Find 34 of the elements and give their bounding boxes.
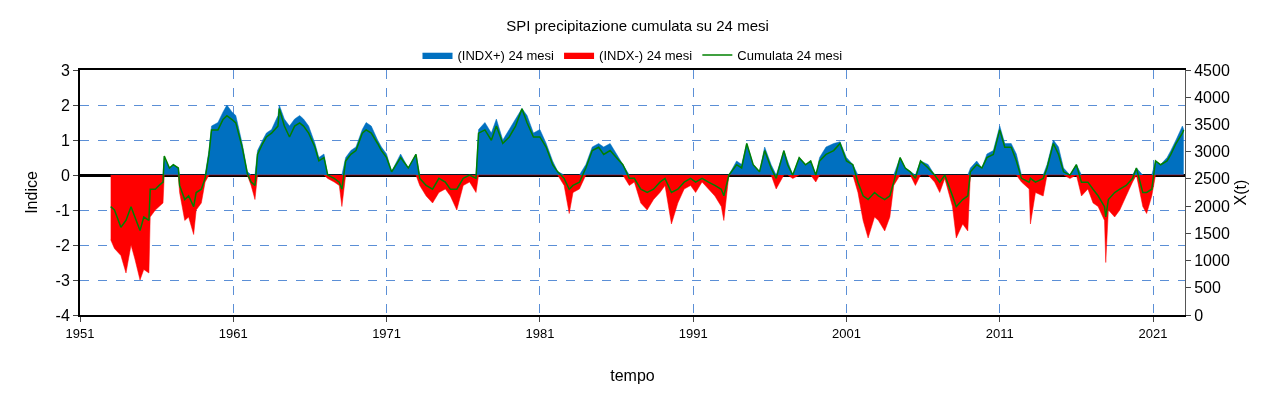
y-tick-label: -4: [55, 306, 70, 324]
x-axis-title: tempo: [610, 366, 655, 384]
y2-tick-label: 2000: [1194, 197, 1230, 215]
x-tick-label: 2021: [1138, 325, 1168, 341]
legend-label: Cumulata 24 mesi: [737, 48, 843, 64]
legend-label: (INDX+) 24 mesi: [457, 48, 555, 64]
y-tick-label: -1: [55, 201, 70, 219]
x-tick-label: 1961: [218, 325, 248, 341]
y-tick-label: 0: [60, 166, 70, 184]
y2-tick-label: 2500: [1194, 170, 1230, 188]
y-tick-label: -2: [55, 236, 70, 254]
x-tick-label: 1971: [372, 325, 402, 341]
legend-label: (INDX-) 24 mesi: [599, 48, 693, 64]
chart-title: SPI precipitazione cumulata su 24 mesi: [506, 16, 769, 34]
x-tick-label: 1951: [65, 325, 95, 341]
y2-tick-label: 1500: [1194, 224, 1230, 242]
y-tick-label: -3: [55, 271, 70, 289]
y-tick-label: 3: [60, 61, 70, 79]
x-tick-label: 1981: [525, 325, 555, 341]
y2-tick-label: 4000: [1194, 88, 1230, 106]
y2-tick-label: 3000: [1194, 143, 1230, 161]
line-series: [109, 107, 1185, 232]
x-tick-label: 2001: [832, 325, 861, 341]
y-tick-label: 1: [60, 131, 70, 149]
y2-tick-label: 4500: [1194, 61, 1230, 79]
y2-axis-title: X(t): [1231, 179, 1249, 206]
y2-tick-label: 3500: [1194, 116, 1230, 134]
x-tick-label: 1991: [678, 325, 708, 341]
x-tick-label: 2011: [985, 325, 1014, 341]
y2-tick-label: 500: [1194, 279, 1221, 297]
y-tick-label: 2: [60, 96, 70, 114]
y2-tick-label: 0: [1194, 306, 1204, 324]
y-axis-title: Indice: [23, 171, 40, 214]
y2-tick-label: 1000: [1194, 252, 1230, 270]
